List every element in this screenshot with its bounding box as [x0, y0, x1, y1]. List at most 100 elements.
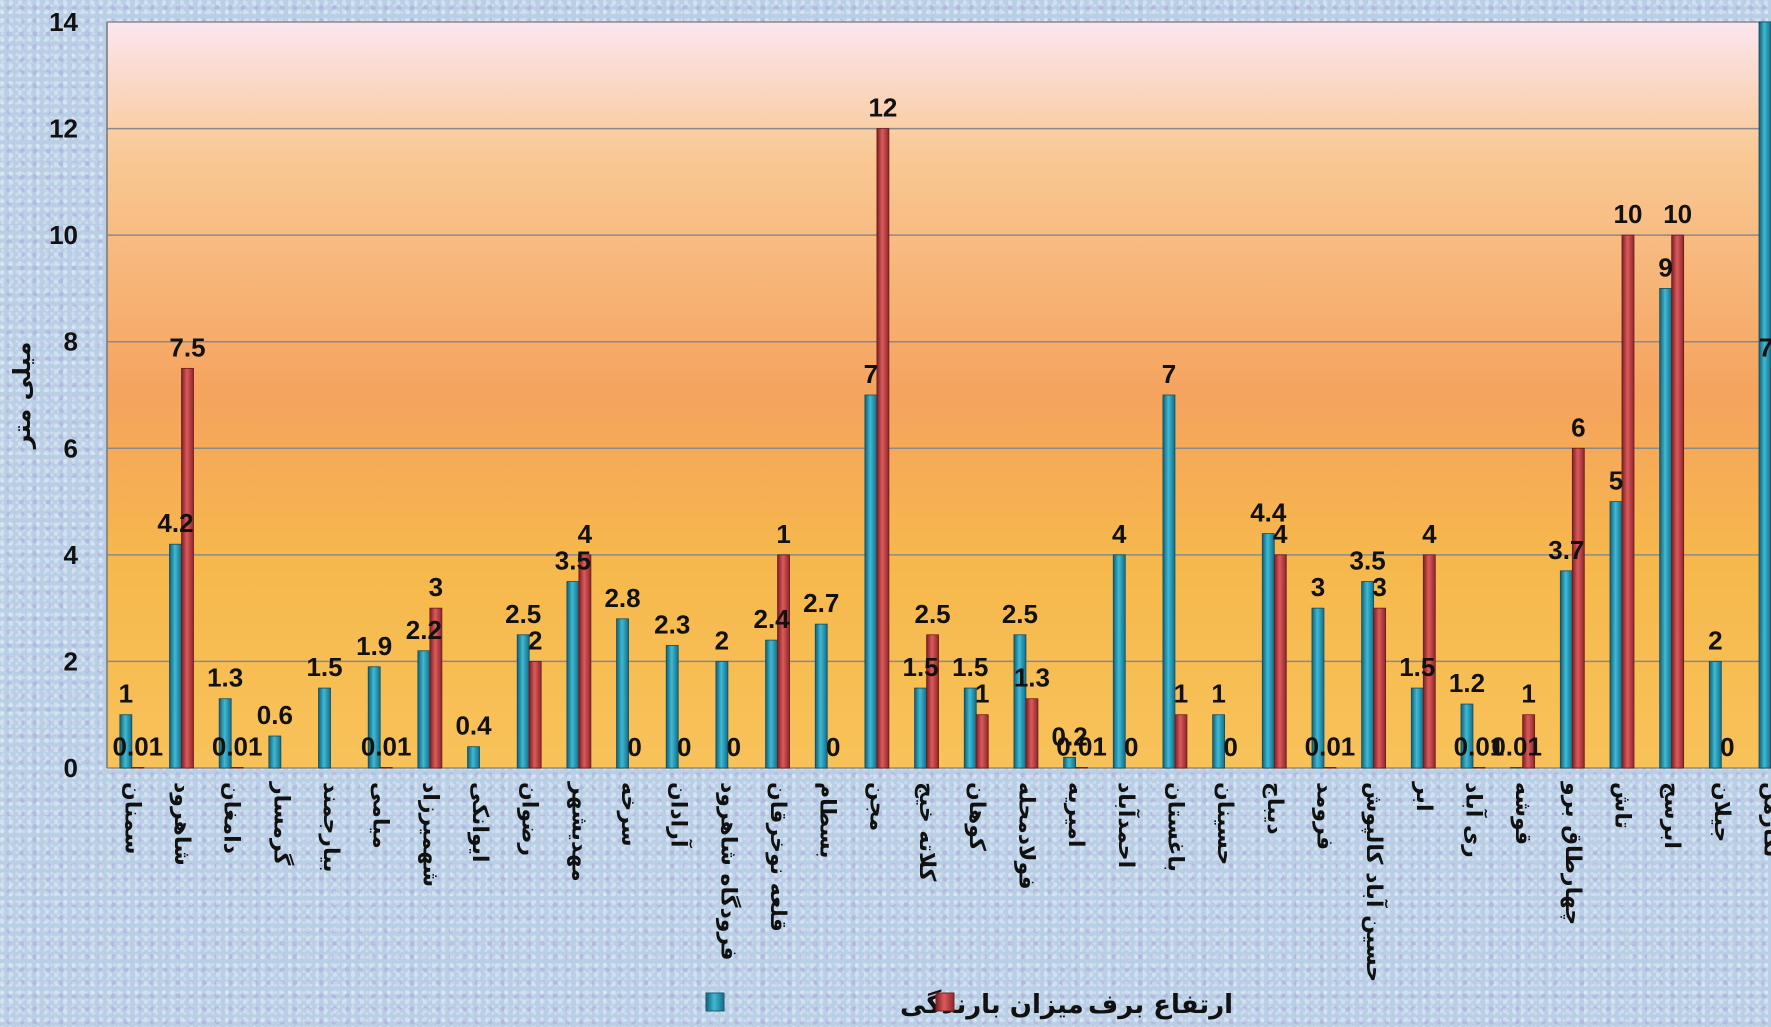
data-label: 1.9: [356, 631, 392, 661]
data-label: 2.3: [654, 609, 690, 639]
data-labels: 10.014.27.51.30.010.61.51.90.012.230.42.…: [113, 93, 1771, 762]
category-label: میامی: [368, 782, 393, 849]
data-label: 3.5: [555, 546, 591, 576]
bar-snow: [131, 767, 145, 769]
category-label: ابر: [1411, 781, 1436, 812]
data-label: 12: [868, 93, 897, 123]
bar-rainfall: [1510, 767, 1524, 769]
category-label: قوشه: [1510, 782, 1535, 845]
plot-area: [107, 22, 1771, 768]
bar-snow: [1621, 234, 1635, 769]
bar-rainfall: [268, 735, 282, 769]
y-tick-label: 0: [64, 753, 78, 783]
data-label: 4.4: [1250, 498, 1287, 528]
bar-rainfall: [1559, 570, 1573, 769]
data-label: 0.6: [257, 700, 293, 730]
category-label: فرودگاه شاهرود: [715, 782, 742, 961]
category-label: فولادمحله: [1013, 782, 1038, 890]
legend-label-snow: ارتفاع برف: [1088, 990, 1233, 1020]
bar-rainfall: [417, 650, 431, 769]
bar-snow: [1273, 554, 1287, 769]
bar-snow: [1373, 607, 1387, 769]
category-label: نگارمن: [1759, 782, 1771, 857]
category-label: ابرسج: [1659, 782, 1684, 849]
data-label: 4: [578, 519, 593, 549]
bar-rainfall: [864, 394, 878, 769]
bar-rainfall: [1758, 21, 1771, 769]
bar-rainfall: [1212, 714, 1226, 769]
legend-swatch-rainfall: [705, 992, 725, 1012]
data-label: 1: [1174, 679, 1188, 709]
category-label: ایوانکی: [467, 782, 492, 862]
bar-rainfall: [1112, 554, 1126, 769]
data-label: 2.7: [803, 588, 839, 618]
data-label: 0: [727, 732, 741, 762]
category-label: گرمسار: [268, 781, 295, 866]
bar-rainfall: [218, 698, 232, 769]
data-label: 1.2: [1449, 668, 1485, 698]
bar-snow: [1323, 767, 1337, 769]
y-axis: 0 2 4 6 8 10 12 14: [49, 7, 108, 783]
bar-snow: [1571, 447, 1585, 769]
bar-rainfall: [119, 714, 133, 769]
data-label: 3: [1372, 572, 1386, 602]
category-label: دامغان: [219, 782, 244, 854]
bar-rainfall: [1460, 703, 1474, 769]
bar-snow: [876, 128, 890, 769]
category-label: قلعه نوخرقان: [765, 782, 790, 932]
data-label: 2.5: [505, 599, 541, 629]
data-label: 0.01: [1491, 731, 1542, 761]
data-label: 2.4: [753, 604, 790, 634]
data-label: 3: [429, 572, 443, 602]
category-label: مهدیشهر: [566, 781, 591, 882]
bar-snow: [1422, 554, 1436, 769]
data-label: 9: [1658, 252, 1672, 282]
bar-rainfall: [1063, 756, 1076, 769]
data-label: 1.5: [1399, 652, 1435, 682]
category-label: دیباج: [1262, 782, 1287, 835]
bar-rainfall: [169, 543, 182, 769]
bars: [119, 21, 1771, 769]
data-label: 1.3: [1014, 663, 1050, 693]
data-label: 5: [1609, 466, 1623, 496]
bar-snow: [528, 661, 542, 769]
category-label: کلاته خیج: [914, 782, 939, 882]
bar-snow: [181, 367, 194, 769]
y-tick-label: 6: [64, 433, 78, 463]
data-label: 1.5: [903, 652, 939, 682]
data-label: 7: [864, 359, 878, 389]
bar-snow: [1472, 767, 1486, 769]
y-tick-label: 10: [49, 220, 78, 250]
category-label: احمدآباد: [1113, 782, 1141, 868]
bar-snow: [379, 767, 393, 769]
data-label: 1: [975, 679, 989, 709]
y-tick-label: 14: [49, 7, 78, 37]
data-label: 10: [1663, 199, 1692, 229]
y-tick-label: 4: [64, 540, 79, 570]
data-label: 2.5: [915, 599, 951, 629]
data-label: 4: [1112, 519, 1127, 549]
data-label: 1: [1211, 679, 1225, 709]
data-label: 2: [715, 625, 729, 655]
category-label: شاهرود: [169, 782, 194, 866]
y-axis-label: میلی متر: [8, 342, 36, 450]
bar-rainfall: [814, 623, 828, 769]
category-label: کوهان: [964, 782, 989, 851]
bar-rainfall: [914, 687, 927, 769]
data-label: 0: [627, 732, 641, 762]
legend: میزان بارندگی ارتفاع برف: [705, 989, 1233, 1020]
category-label: آرادان: [666, 782, 694, 848]
category-label: امیریه: [1063, 782, 1088, 847]
category-label: تاش: [1609, 782, 1634, 829]
bar-rainfall: [1708, 661, 1722, 769]
legend-label-rainfall: میزان بارندگی: [900, 989, 1084, 1020]
data-label: 3.7: [1548, 535, 1584, 565]
bar-rainfall: [1410, 687, 1424, 769]
data-label: 7: [1162, 359, 1176, 389]
data-label: 2.8: [604, 583, 640, 613]
bar-snow: [926, 634, 939, 769]
data-label: 4: [1422, 519, 1437, 549]
category-label: سرخه: [616, 782, 641, 847]
y-tick-label: 8: [64, 327, 78, 357]
y-tick-label: 12: [49, 114, 78, 144]
